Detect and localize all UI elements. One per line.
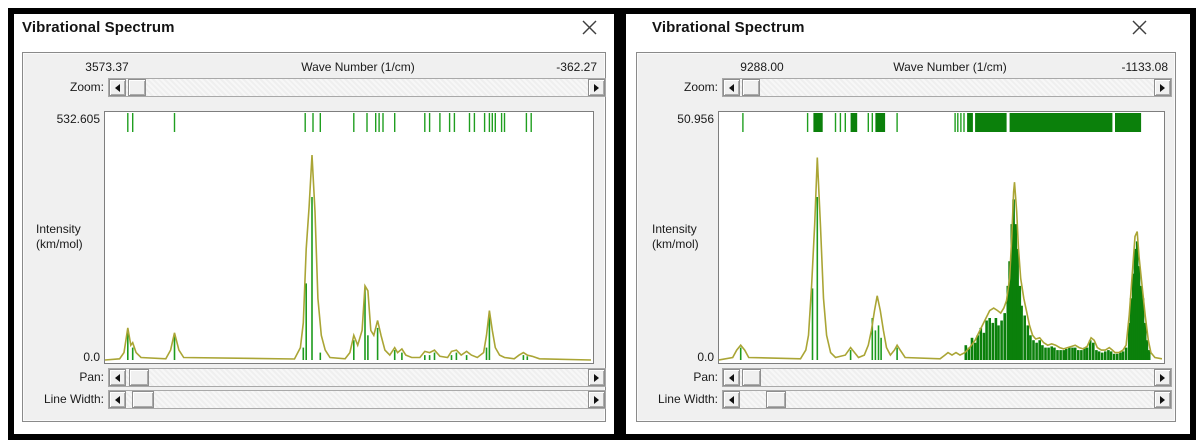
zoom-label: Zoom: <box>683 80 718 94</box>
y-axis-max-value: 50.956 <box>677 112 714 126</box>
line-width-scrollbar-thumb[interactable] <box>766 391 786 408</box>
x-axis-right-value: -1133.08 <box>1121 60 1168 74</box>
scroll-left-button[interactable] <box>109 369 126 386</box>
zoom-scrollbar-thumb[interactable] <box>128 79 146 96</box>
left-arrow-icon <box>115 395 120 404</box>
left-arrow-icon <box>115 83 120 92</box>
y-axis-title: Intensity (km/mol) <box>36 222 83 251</box>
x-axis-right-value: -362.27 <box>556 60 597 74</box>
zoom-scrollbar-thumb[interactable] <box>742 79 760 96</box>
spectrum-svg <box>719 113 1162 361</box>
scroll-right-button[interactable] <box>1154 369 1171 386</box>
pan-scrollbar[interactable] <box>722 368 1172 387</box>
close-button[interactable] <box>1128 19 1150 41</box>
right-arrow-icon <box>594 395 599 404</box>
scroll-left-button[interactable] <box>109 391 126 408</box>
close-icon <box>1132 20 1147 40</box>
scroll-left-button[interactable] <box>723 391 740 408</box>
left-arrow-icon <box>729 395 734 404</box>
zoom-label: Zoom: <box>69 80 104 94</box>
window-title: Vibrational Spectrum <box>652 19 805 36</box>
line-width-label: Line Width: <box>43 392 104 406</box>
scroll-right-button[interactable] <box>588 79 605 96</box>
left-arrow-icon <box>729 373 734 382</box>
right-arrow-icon <box>1160 395 1165 404</box>
right-arrow-icon <box>594 373 599 382</box>
pan-label: Pan: <box>693 370 718 384</box>
line-width-scrollbar[interactable] <box>722 390 1172 409</box>
zoom-scrollbar[interactable] <box>108 78 606 97</box>
pan-scrollbar-thumb[interactable] <box>742 369 761 386</box>
right-arrow-icon <box>1160 373 1165 382</box>
scroll-right-button[interactable] <box>1154 79 1171 96</box>
close-button[interactable] <box>578 19 600 41</box>
vibrational-spectrum-window-right: Vibrational Spectrum 9288.00 Wave Number… <box>620 8 1196 440</box>
x-axis-title: Wave Number (1/cm) <box>893 60 1007 74</box>
y-axis-min-value: 0.0 <box>83 350 100 364</box>
spectrum-plot-area[interactable] <box>718 111 1165 364</box>
pan-scrollbar-thumb[interactable] <box>129 369 149 386</box>
scroll-left-button[interactable] <box>109 79 126 96</box>
vibrational-spectrum-window-left: Vibrational Spectrum 3573.37 Wave Number… <box>8 8 620 440</box>
scroll-right-button[interactable] <box>1154 391 1171 408</box>
x-axis-left-value: 3573.37 <box>85 60 129 74</box>
scroll-right-button[interactable] <box>588 369 605 386</box>
line-width-scrollbar[interactable] <box>108 390 606 409</box>
scroll-left-button[interactable] <box>723 79 740 96</box>
left-arrow-icon <box>729 83 734 92</box>
line-width-label: Line Width: <box>657 392 718 406</box>
x-axis-left-value: 9288.00 <box>740 60 784 74</box>
zoom-scrollbar[interactable] <box>722 78 1172 97</box>
left-arrow-icon <box>115 373 120 382</box>
y-axis-max-value: 532.605 <box>56 112 100 126</box>
window-title: Vibrational Spectrum <box>22 19 175 36</box>
scroll-left-button[interactable] <box>723 369 740 386</box>
spectrum-plot-area[interactable] <box>104 111 594 364</box>
y-axis-min-value: 0.0 <box>697 350 714 364</box>
right-arrow-icon <box>594 83 599 92</box>
pan-label: Pan: <box>79 370 104 384</box>
scroll-right-button[interactable] <box>588 391 605 408</box>
y-axis-title: Intensity (km/mol) <box>652 222 699 251</box>
spectrum-svg <box>105 113 591 361</box>
pan-scrollbar[interactable] <box>108 368 606 387</box>
close-icon <box>582 20 597 40</box>
x-axis-title: Wave Number (1/cm) <box>301 60 415 74</box>
line-width-scrollbar-thumb[interactable] <box>132 391 154 408</box>
right-arrow-icon <box>1160 83 1165 92</box>
